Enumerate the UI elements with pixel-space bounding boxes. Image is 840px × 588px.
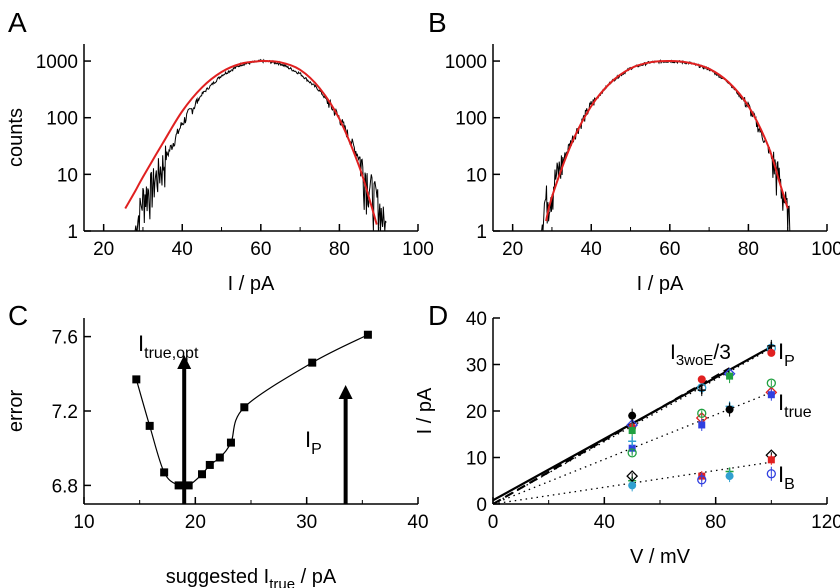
y-tick-label: 7.2 [52,402,78,423]
data-point [767,391,775,399]
y-tick-label: 40 [466,309,487,330]
data-point [160,468,169,477]
annotation-i-p: IP [778,339,795,370]
data-point [145,421,154,430]
arrow-head [177,355,192,369]
arrow-head [338,385,353,399]
panel-letter-b: B [428,7,447,38]
data-point [766,469,776,479]
y-tick-label: 100 [46,109,78,130]
fit-curve [124,59,378,225]
y-tick-label: 1000 [445,52,487,73]
x-tick-label: 30 [296,512,317,533]
data-point [698,421,706,429]
y-tick-label: 100 [455,109,487,130]
data-point [628,427,636,435]
x-tick-label: 80 [738,239,759,260]
y-tick-label: 1000 [36,52,78,73]
x-tick-label: 80 [329,239,350,260]
panel-a: A 20 40 60 80 100 1 10 100 1000 I / pA counts [5,7,434,295]
data-point [226,438,235,447]
data-point [725,472,734,481]
y-tick-label: 1 [476,222,487,243]
data-point [697,408,707,418]
panel-c: C 10 20 30 40 6.8 7.2 7.6 suggested Itrue / pA er… [5,300,429,588]
data-point [726,372,734,380]
x-tick-label: 0 [488,512,499,533]
panel-b: B 20 40 60 80 100 1 10 100 1000 I / pA [428,7,840,295]
y-axis-label: I / pA [414,387,436,434]
panel-letter-c: C [8,300,28,331]
x-tick-label: 80 [705,512,726,533]
y-tick-label: 7.6 [52,328,78,349]
data-point [697,375,706,384]
y-tick-label: 6.8 [52,476,78,497]
x-axis-label: I / pA [637,273,684,295]
y-axis-label: counts [5,108,27,167]
y-tick-label: 10 [466,449,487,470]
plot-content [540,59,792,231]
panel-d: D 0 40 80 120 0 10 20 30 40 V / mV I / pA [414,300,840,568]
x-tick-label: 100 [811,239,840,260]
annotation-i-true: Itrue [778,390,812,421]
annotation-i-p: IP [305,427,322,458]
x-tick-label: 40 [172,239,193,260]
data-point [198,470,207,479]
data-point [697,386,706,395]
y-tick-label: 10 [57,165,78,186]
data-point [697,475,707,485]
data-point [363,330,372,339]
data-point [184,481,193,490]
x-tick-label: 100 [402,239,434,260]
data-point [628,481,637,490]
y-tick-label: 20 [466,402,487,423]
x-axis-label: V / mV [630,546,691,568]
plot-content [124,58,387,231]
x-tick-label: 20 [502,239,523,260]
x-tick-label: 40 [594,512,615,533]
data-point [628,411,637,420]
fit-curve [545,60,789,222]
histogram-trace [540,59,792,231]
data-point [767,341,776,350]
data-point [205,460,214,469]
x-tick-label: 60 [250,239,271,260]
data-point [725,405,734,414]
x-tick-label: 120 [811,512,840,533]
data-point [766,378,776,388]
y-tick-label: 1 [67,222,78,243]
x-tick-label: 40 [407,512,428,533]
data-point [767,456,775,464]
data-point [627,448,637,458]
x-tick-label: 20 [185,512,206,533]
annotation-i-true-opt: Itrue,opt [138,331,199,362]
y-tick-label: 30 [466,356,487,377]
x-axis-label: I / pA [228,273,275,295]
x-axis-label: suggested Itrue / pA [166,566,337,588]
x-tick-label: 20 [93,239,114,260]
panel-letter-a: A [8,7,27,38]
data-point [215,453,224,462]
data-point [240,403,249,412]
annotation-i-b: IB [778,462,795,493]
x-tick-label: 10 [73,512,94,533]
data-point [628,437,637,446]
data-point [308,358,317,367]
data-point [767,348,776,357]
y-tick-label: 0 [476,495,487,516]
data-point [626,470,639,483]
y-tick-label: 10 [466,165,487,186]
x-tick-label: 60 [659,239,680,260]
y-axis-label: error [5,390,27,433]
data-point [174,481,183,490]
panel-letter-d: D [428,300,448,331]
histogram-trace [134,58,387,231]
x-tick-label: 40 [581,239,602,260]
annotation-i-3woe: I3woE/3 [670,341,731,369]
data-point [132,375,141,384]
